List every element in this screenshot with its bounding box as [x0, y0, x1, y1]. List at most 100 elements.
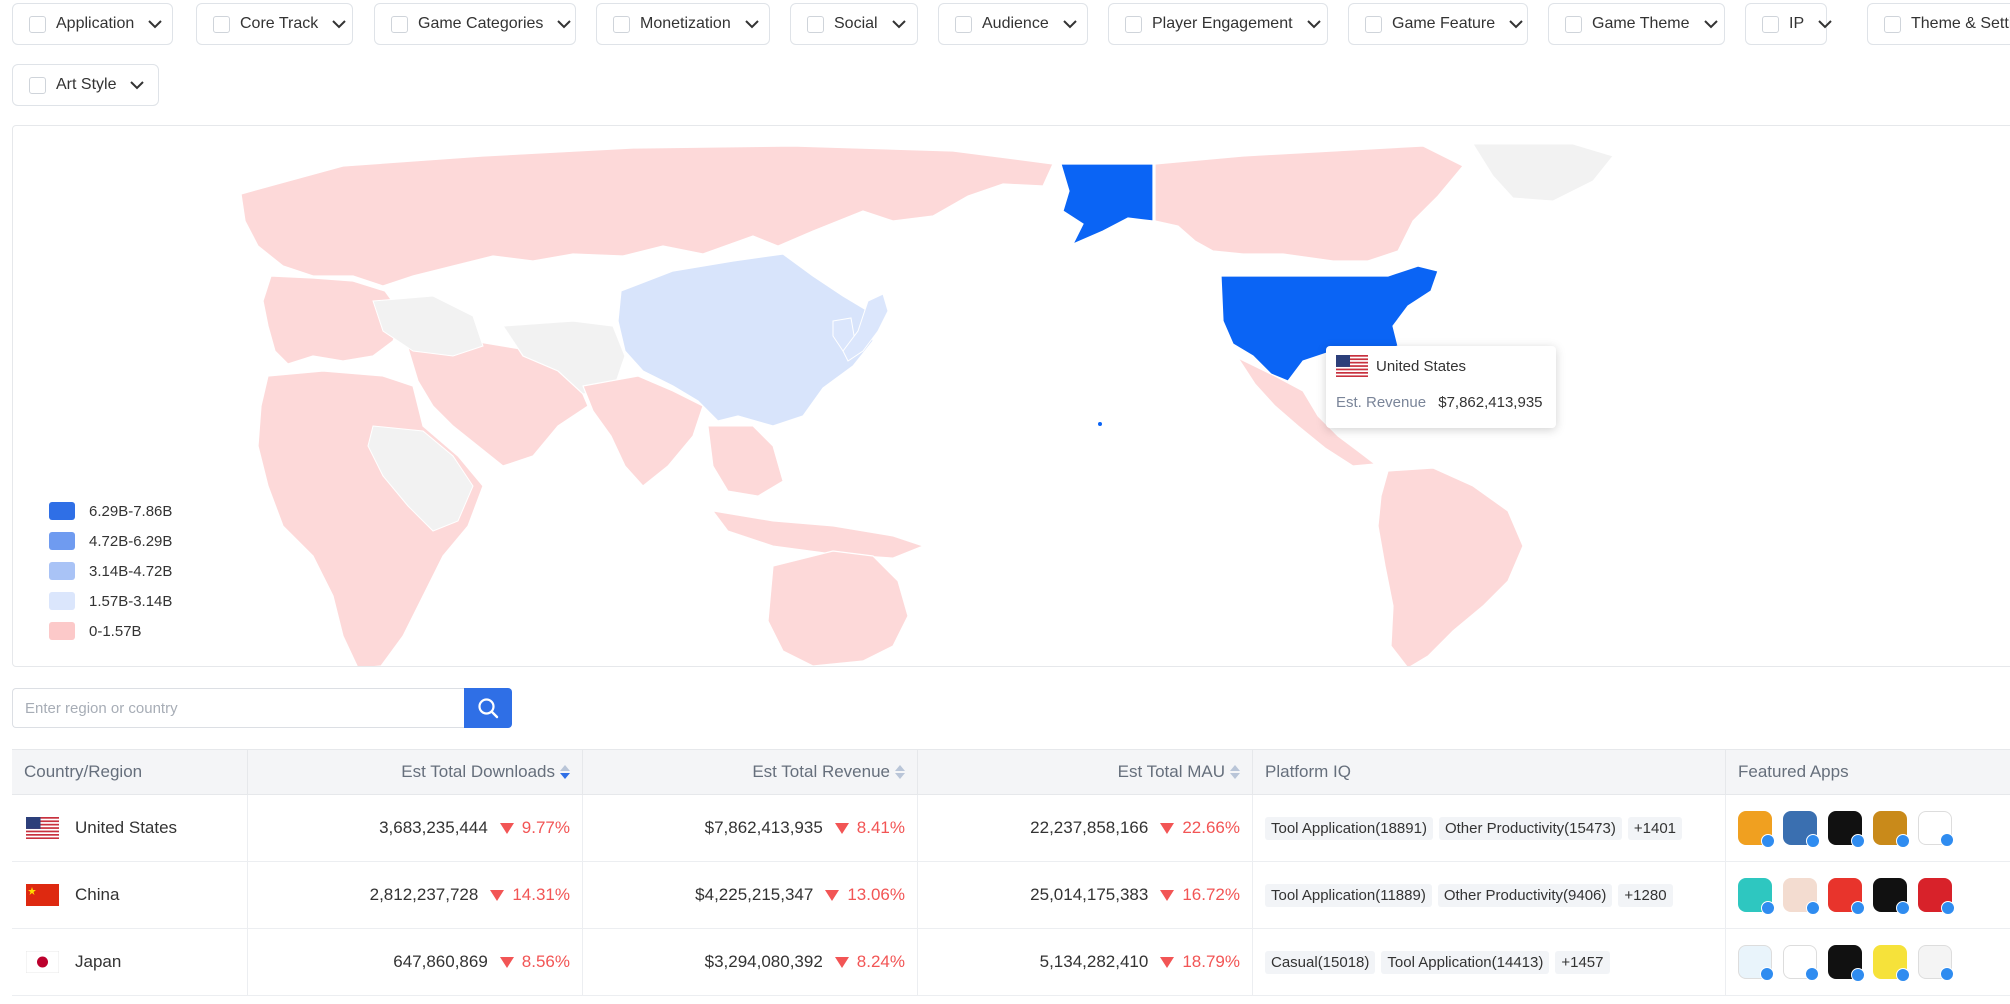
filter-game-theme[interactable]: Game Theme: [1548, 3, 1725, 45]
filter-checkbox[interactable]: [955, 15, 972, 33]
chevron-down-icon: [543, 19, 572, 29]
app-icon[interactable]: [1738, 878, 1775, 915]
filter-social[interactable]: Social: [790, 3, 918, 45]
legend-item[interactable]: 0-1.57B: [49, 616, 172, 646]
filter-checkbox[interactable]: [391, 15, 408, 33]
tooltip-country: United States: [1376, 357, 1467, 375]
down-arrow-icon: [834, 822, 849, 834]
table-row[interactable]: Japan 647,860,869 8.56% $3,294,080,392 8.2…: [12, 929, 2010, 996]
filter-checkbox[interactable]: [1365, 15, 1382, 33]
filter-checkbox[interactable]: [213, 15, 230, 33]
region-japan: [842, 293, 889, 362]
filter-core-track[interactable]: Core Track: [196, 3, 353, 45]
sort-icon[interactable]: [895, 765, 905, 779]
tag[interactable]: Tool Application(18891): [1265, 816, 1433, 840]
table-row[interactable]: China 2,812,237,728 14.31% $4,225,215,347…: [12, 862, 2010, 929]
app-icon[interactable]: [1873, 878, 1910, 915]
cell-country: China: [12, 862, 248, 928]
app-store-badge-icon: [1806, 901, 1820, 915]
region-mexico: [1236, 356, 1377, 467]
legend-item[interactable]: 1.57B-3.14B: [49, 586, 172, 616]
down-arrow-icon: [1160, 822, 1175, 834]
app-icon[interactable]: [1828, 945, 1865, 982]
tag[interactable]: Casual(15018): [1265, 950, 1376, 974]
filter-art-style[interactable]: Art Style: [12, 64, 159, 106]
filter-label: Player Engagement: [1152, 15, 1293, 32]
sort-icon[interactable]: [1230, 765, 1240, 779]
tag-more[interactable]: +1457: [1555, 950, 1610, 974]
app-icon[interactable]: [1873, 945, 1910, 982]
country-name[interactable]: United States: [75, 818, 178, 837]
tag[interactable]: Tool Application(14413): [1381, 950, 1550, 974]
filter-checkbox[interactable]: [1565, 15, 1582, 33]
map-tooltip: United States Est. Revenue $7,862,413,93…: [1326, 346, 1556, 428]
col-downloads[interactable]: Est Total Downloads: [248, 750, 583, 794]
app-icon[interactable]: [1873, 811, 1910, 848]
filter-audience[interactable]: Audience: [938, 3, 1088, 45]
app-icon[interactable]: [1783, 878, 1820, 915]
filter-checkbox[interactable]: [29, 15, 46, 33]
app-icon[interactable]: [1918, 878, 1955, 915]
app-store-badge-icon: [1806, 834, 1820, 848]
world-map[interactable]: [13, 126, 2010, 667]
table-row[interactable]: United States 3,683,235,444 9.77% $7,862,…: [12, 795, 2010, 862]
tag[interactable]: Other Productivity(15473): [1438, 816, 1622, 840]
filter-checkbox[interactable]: [613, 15, 630, 33]
delta-down: 13.06%: [825, 885, 905, 905]
tag-more[interactable]: +1280: [1618, 883, 1673, 907]
filter-checkbox[interactable]: [807, 15, 824, 33]
tag-more[interactable]: +1401: [1627, 816, 1683, 840]
app-icon[interactable]: [1828, 878, 1865, 915]
legend-label: 0-1.57B: [89, 622, 142, 640]
country-name[interactable]: Japan: [75, 952, 122, 971]
filter-checkbox[interactable]: [1125, 15, 1142, 33]
table-header: Country/Region Est Total Downloads Est T…: [12, 749, 2010, 795]
region-india: [582, 375, 704, 487]
col-revenue[interactable]: Est Total Revenue: [583, 750, 918, 794]
app-icon[interactable]: [1918, 811, 1954, 847]
filter-player-engagement[interactable]: Player Engagement: [1108, 3, 1328, 45]
region-south-america: [1377, 467, 1524, 666]
chevron-down-icon: [116, 80, 145, 90]
filter-checkbox[interactable]: [29, 76, 46, 94]
legend-item[interactable]: 6.29B-7.86B: [49, 496, 172, 526]
app-icon[interactable]: [1783, 945, 1819, 981]
filter-label: Game Feature: [1392, 15, 1496, 32]
filter-game-feature[interactable]: Game Feature: [1348, 3, 1528, 45]
region-africa-nodata: [367, 425, 474, 532]
legend-item[interactable]: 3.14B-4.72B: [49, 556, 172, 586]
cell-featured-apps: [1726, 795, 2010, 861]
tag[interactable]: Other Productivity(9406): [1437, 883, 1613, 907]
filter-ip[interactable]: IP: [1745, 3, 1832, 45]
region-canada: [1154, 145, 1464, 262]
cell-downloads: 3,683,235,444 9.77%: [248, 795, 583, 861]
region-indonesia: [711, 510, 925, 559]
app-icon[interactable]: [1918, 945, 1954, 981]
region-africa-nodata-2: [372, 295, 484, 357]
search-input[interactable]: [12, 688, 464, 728]
filter-theme-settings[interactable]: Theme & Settin: [1867, 3, 2010, 45]
country-name[interactable]: China: [75, 885, 120, 904]
filter-label: Audience: [982, 15, 1049, 32]
filter-checkbox[interactable]: [1762, 15, 1779, 33]
filter-label: Application: [56, 15, 135, 32]
search-button[interactable]: [464, 688, 512, 728]
delta-down: 8.41%: [834, 818, 905, 838]
legend-item[interactable]: 4.72B-6.29B: [49, 526, 172, 556]
region-alaska: [1060, 163, 1154, 246]
filter-label: Social: [834, 15, 878, 32]
app-store-badge-icon: [1940, 833, 1954, 847]
tag[interactable]: Tool Application(11889): [1265, 883, 1432, 907]
filter-checkbox[interactable]: [1884, 15, 1901, 33]
col-mau[interactable]: Est Total MAU: [918, 750, 1253, 794]
sort-icon[interactable]: [560, 765, 570, 779]
filter-monetization[interactable]: Monetization: [596, 3, 770, 45]
app-icon[interactable]: [1738, 945, 1774, 981]
filter-label: Core Track: [240, 15, 319, 32]
legend-label: 6.29B-7.86B: [89, 502, 173, 520]
filter-application[interactable]: Application: [12, 3, 173, 45]
app-icon[interactable]: [1828, 811, 1865, 848]
app-icon[interactable]: [1783, 811, 1820, 848]
filter-game-categories[interactable]: Game Categories: [374, 3, 576, 45]
app-icon[interactable]: [1738, 811, 1775, 848]
